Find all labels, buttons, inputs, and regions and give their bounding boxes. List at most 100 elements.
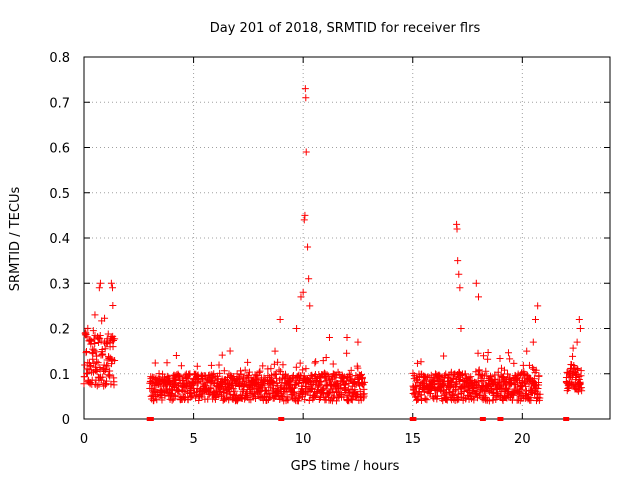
data-point: [252, 394, 260, 402]
data-point: [91, 339, 99, 347]
data-point: [110, 336, 118, 344]
x-tick-label: 10: [295, 432, 312, 447]
data-point: [99, 351, 107, 359]
data-point: [293, 325, 301, 332]
gridlines: [84, 57, 610, 419]
y-tick-label: 0: [62, 413, 70, 428]
data-point: [449, 375, 457, 383]
data-point: [423, 396, 431, 404]
data-point: [440, 352, 448, 360]
data-point: [99, 373, 107, 381]
data-point: [421, 395, 429, 403]
data-point: [211, 395, 219, 403]
data-point: [294, 397, 302, 405]
data-point: [207, 361, 215, 369]
data-point: [417, 358, 425, 366]
data-point: [188, 392, 196, 400]
y-tick-label: 0.3: [49, 277, 70, 292]
data-point: [529, 338, 537, 346]
y-tick-label: 0.4: [49, 232, 70, 247]
plot-area-frame: [83, 56, 611, 420]
data-point: [523, 347, 531, 355]
data-point: [80, 380, 88, 388]
data-point: [185, 371, 193, 379]
data-point: [510, 391, 518, 399]
data-point: [271, 371, 279, 379]
data-point: [269, 378, 277, 386]
data-point: [283, 393, 291, 401]
data-point: [534, 385, 542, 393]
data-point: [111, 335, 119, 343]
data-point: [256, 367, 264, 375]
data-point: [104, 362, 112, 370]
data-point: [268, 379, 276, 387]
data-point: [354, 338, 362, 346]
data-point: [576, 325, 584, 332]
data-point: [306, 302, 314, 310]
data-point: [427, 390, 435, 398]
data-point-zero: [563, 417, 570, 421]
data-point: [578, 387, 586, 395]
data-point: [87, 340, 95, 348]
data-point: [485, 397, 493, 405]
data-point: [91, 311, 99, 319]
data-point: [107, 354, 115, 362]
data-point: [148, 391, 156, 399]
data-point: [311, 359, 319, 367]
data-point: [237, 394, 245, 402]
data-point: [296, 394, 304, 402]
data-point: [333, 397, 341, 405]
data-point: [502, 378, 510, 386]
data-point: [486, 372, 494, 380]
data-points: [80, 85, 586, 421]
data-point: [456, 284, 464, 292]
data-point: [439, 386, 447, 394]
data-point: [453, 225, 461, 233]
data-point: [193, 362, 201, 370]
data-point: [210, 370, 218, 378]
x-tick-label: 15: [404, 432, 421, 447]
data-point: [504, 349, 512, 357]
data-point: [302, 365, 310, 373]
data-point: [301, 396, 309, 404]
data-point: [83, 333, 91, 341]
data-point: [326, 376, 334, 384]
data-point: [474, 349, 482, 357]
data-point: [226, 347, 234, 355]
data-point: [267, 365, 275, 373]
data-point: [95, 284, 103, 292]
data-point: [359, 394, 367, 402]
data-point: [175, 371, 183, 379]
data-point: [89, 350, 97, 358]
data-point: [497, 364, 505, 372]
data-point: [186, 393, 194, 401]
data-point: [510, 359, 518, 367]
data-point: [340, 373, 348, 381]
data-point: [95, 381, 103, 389]
data-point: [86, 336, 94, 344]
data-point: [360, 390, 368, 398]
data-point: [467, 373, 475, 381]
data-point: [479, 352, 487, 360]
data-point: [361, 378, 369, 386]
data-point: [93, 382, 101, 390]
data-point: [347, 366, 355, 374]
data-point: [83, 369, 91, 377]
data-point: [82, 348, 90, 356]
data-point: [259, 362, 267, 370]
data-point: [345, 371, 353, 379]
data-point: [504, 370, 512, 378]
data-point: [109, 343, 117, 351]
data-point: [111, 357, 119, 365]
data-point: [525, 380, 533, 388]
data-point: [154, 380, 162, 388]
data-point: [302, 148, 310, 156]
data-point: [172, 352, 180, 360]
data-point: [319, 357, 327, 365]
data-point: [466, 388, 474, 396]
data-point: [297, 293, 305, 301]
data-point: [103, 356, 111, 364]
data-point: [279, 361, 287, 369]
y-tick-label: 0.2: [49, 323, 70, 338]
data-point: [528, 364, 536, 372]
